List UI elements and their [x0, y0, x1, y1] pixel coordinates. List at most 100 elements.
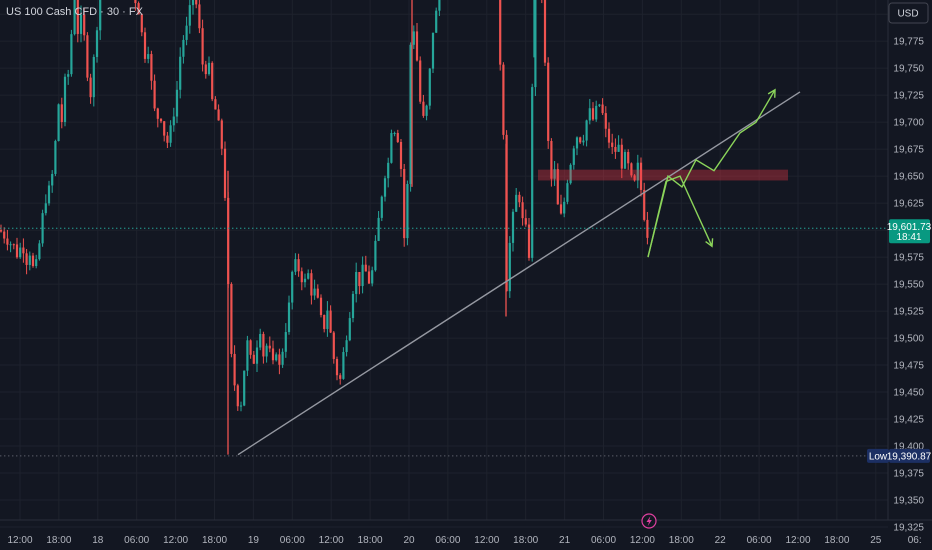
candle-body[interactable]	[499, 0, 502, 65]
candle-body[interactable]	[223, 148, 227, 198]
candle-body[interactable]	[598, 104, 601, 106]
candle-body[interactable]	[627, 152, 630, 164]
candle-body[interactable]	[60, 104, 63, 123]
candle-body[interactable]	[22, 247, 25, 254]
candle-body[interactable]	[582, 140, 585, 143]
candle-body[interactable]	[326, 310, 329, 329]
candle-body[interactable]	[332, 332, 335, 359]
candle-body[interactable]	[79, 14, 83, 34]
candle-body[interactable]	[319, 297, 323, 315]
candle-body[interactable]	[585, 120, 588, 141]
candle-body[interactable]	[207, 62, 211, 75]
candle-body[interactable]	[47, 185, 51, 204]
candle-body[interactable]	[67, 74, 70, 77]
candle-body[interactable]	[44, 203, 47, 214]
candle-body[interactable]	[271, 348, 275, 361]
candle-body[interactable]	[159, 118, 163, 122]
candle-body[interactable]	[623, 152, 627, 169]
candle-body[interactable]	[563, 201, 566, 214]
candle-body[interactable]	[307, 273, 310, 279]
candle-body[interactable]	[345, 340, 348, 352]
candle-body[interactable]	[409, 44, 412, 184]
candle-body[interactable]	[166, 135, 169, 143]
candle-body[interactable]	[550, 141, 553, 179]
candle-body[interactable]	[399, 141, 403, 169]
candle-body[interactable]	[268, 345, 271, 349]
candle-body[interactable]	[636, 162, 639, 181]
candle-body[interactable]	[579, 137, 582, 143]
candle-body[interactable]	[412, 31, 415, 45]
candle-body[interactable]	[572, 148, 575, 165]
candle-body[interactable]	[156, 108, 159, 119]
candle-body[interactable]	[419, 60, 422, 102]
candle-body[interactable]	[163, 121, 166, 136]
candle-body[interactable]	[230, 284, 233, 354]
candle-body[interactable]	[438, 0, 441, 11]
candle-body[interactable]	[364, 264, 367, 272]
candle-body[interactable]	[169, 125, 172, 143]
candle-body[interactable]	[220, 120, 223, 149]
candle-body[interactable]	[591, 108, 595, 120]
candle-body[interactable]	[19, 247, 22, 258]
candle-body[interactable]	[547, 62, 550, 142]
candle-body[interactable]	[137, 3, 140, 15]
candle-body[interactable]	[63, 76, 67, 123]
candle-body[interactable]	[95, 30, 99, 57]
candle-body[interactable]	[569, 164, 572, 184]
candle-body[interactable]	[28, 255, 31, 265]
candle-body[interactable]	[150, 54, 153, 81]
candle-body[interactable]	[646, 219, 649, 238]
projection-arrow-down[interactable]	[647, 175, 713, 258]
candle-body[interactable]	[259, 333, 262, 348]
candle-body[interactable]	[99, 0, 102, 31]
candle-body[interactable]	[172, 116, 175, 126]
candle-body[interactable]	[431, 32, 435, 69]
candle-body[interactable]	[553, 169, 556, 179]
candle-body[interactable]	[329, 310, 332, 333]
price-axis-panel[interactable]	[888, 0, 932, 550]
candle-body[interactable]	[252, 354, 255, 364]
candle-body[interactable]	[351, 293, 355, 319]
candle-body[interactable]	[214, 99, 217, 110]
candle-body[interactable]	[371, 270, 374, 284]
candle-body[interactable]	[243, 370, 246, 406]
candles[interactable]	[0, 0, 649, 455]
candle-body[interactable]	[239, 405, 243, 407]
candle-body[interactable]	[374, 240, 377, 271]
candle-body[interactable]	[425, 105, 428, 116]
candle-body[interactable]	[51, 173, 54, 186]
candle-body[interactable]	[76, 0, 79, 34]
candle-body[interactable]	[601, 104, 604, 114]
candle-body[interactable]	[9, 244, 12, 246]
candle-body[interactable]	[348, 318, 351, 341]
candle-body[interactable]	[524, 218, 527, 225]
candle-body[interactable]	[211, 62, 214, 100]
candle-body[interactable]	[281, 351, 284, 365]
candle-body[interactable]	[185, 25, 188, 40]
candle-body[interactable]	[233, 353, 236, 386]
candle-body[interactable]	[595, 105, 598, 120]
candle-body[interactable]	[339, 375, 342, 379]
candle-body[interactable]	[633, 175, 636, 181]
trendline[interactable]	[237, 91, 801, 456]
candle-body[interactable]	[310, 273, 313, 296]
candle-body[interactable]	[377, 217, 380, 241]
drawings[interactable]	[237, 88, 801, 456]
candle-body[interactable]	[556, 169, 559, 205]
candle-body[interactable]	[335, 358, 339, 376]
candle-body[interactable]	[38, 243, 41, 260]
candle-body[interactable]	[265, 345, 268, 357]
candle-body[interactable]	[620, 144, 623, 169]
candle-body[interactable]	[543, 0, 547, 63]
candle-body[interactable]	[300, 271, 303, 283]
candle-body[interactable]	[92, 56, 95, 98]
candle-body[interactable]	[502, 64, 505, 135]
candle-body[interactable]	[278, 354, 281, 365]
currency-button[interactable]: USD	[888, 2, 929, 24]
candle-body[interactable]	[284, 332, 287, 352]
candle-body[interactable]	[415, 31, 419, 61]
candle-body[interactable]	[521, 202, 524, 219]
candle-body[interactable]	[630, 163, 633, 176]
candle-body[interactable]	[588, 108, 591, 121]
candle-body[interactable]	[355, 271, 358, 294]
